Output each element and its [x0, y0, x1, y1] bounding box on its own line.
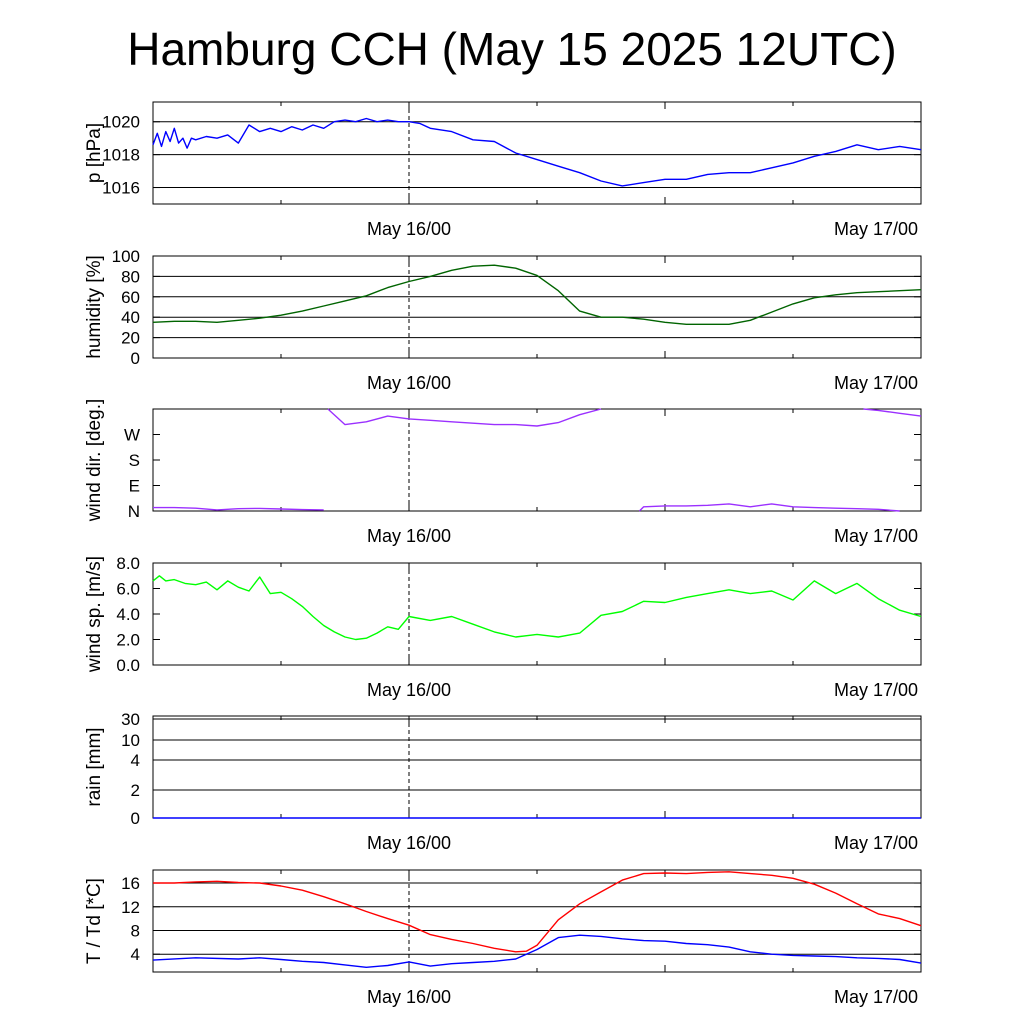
y-tick-label-humidity-2: 40: [121, 308, 140, 327]
y-axis-label-windspeed: wind sp. [m/s]: [84, 556, 105, 673]
chart-title: Hamburg CCH (May 15 2025 12UTC): [127, 23, 897, 75]
series-line-winddir-3: [863, 408, 922, 417]
series-line-pressure-0: [152, 117, 922, 187]
y-tick-label-humidity-5: 100: [112, 247, 140, 266]
plot-frame-rain: [152, 715, 922, 819]
x-tick-label-humidity-1: May 17/00: [834, 373, 918, 393]
y-axis-label-pressure: p [hPa]: [84, 123, 105, 183]
y-tick-label-pressure-1: 1018: [102, 146, 140, 165]
y-tick-label-temperature-0: 4: [131, 945, 140, 964]
y-tick-label-rain-0: 0: [131, 809, 140, 828]
y-tick-label-windspeed-2: 4.0: [116, 605, 140, 624]
y-tick-label-windspeed-4: 8.0: [116, 554, 140, 573]
y-tick-label-winddir-2: S: [129, 451, 140, 470]
y-tick-label-rain-3: 10: [121, 731, 140, 750]
y-tick-label-winddir-3: W: [124, 426, 140, 445]
x-tick-label-pressure-0: May 16/00: [367, 219, 451, 239]
x-tick-label-temperature-1: May 17/00: [834, 987, 918, 1007]
y-tick-label-rain-4: 30: [121, 710, 140, 729]
y-tick-label-humidity-1: 20: [121, 329, 140, 348]
y-tick-label-temperature-2: 12: [121, 898, 140, 917]
x-tick-label-rain-0: May 16/00: [367, 833, 451, 853]
y-tick-label-pressure-2: 1020: [102, 113, 140, 132]
series-line-humidity-0: [152, 264, 922, 325]
plot-frame-winddir: [152, 408, 922, 512]
y-tick-label-rain-1: 2: [131, 781, 140, 800]
y-tick-label-winddir-0: N: [128, 502, 140, 521]
y-tick-label-humidity-3: 60: [121, 288, 140, 307]
panel-temperature: 4 8 12 16 T / Td [*C] May 16/00 May 17/00: [84, 869, 922, 1007]
x-tick-label-winddir-0: May 16/00: [367, 526, 451, 546]
y-tick-label-winddir-1: E: [129, 477, 140, 496]
series-line-winddir-1: [327, 408, 602, 427]
y-tick-label-windspeed-1: 2.0: [116, 631, 140, 650]
y-tick-label-temperature-3: 16: [121, 874, 140, 893]
series-line-winddir-2: [638, 503, 900, 512]
x-tick-label-pressure-1: May 17/00: [834, 219, 918, 239]
y-axis-label-winddir: wind dir. [deg.]: [84, 399, 105, 523]
series-line-temperature-1: [152, 934, 922, 968]
y-axis-label-temperature: T / Td [*C]: [84, 878, 105, 964]
y-tick-label-humidity-4: 80: [121, 267, 140, 286]
series-line-temperature-0: [153, 871, 922, 953]
y-tick-label-pressure-0: 1016: [102, 179, 140, 198]
y-axis-label-rain: rain [mm]: [84, 727, 105, 806]
y-tick-label-humidity-0: 0: [131, 349, 140, 368]
panel-windspeed: 0.0 2.0 4.0 6.0 8.0 wind sp. [m/s] May 16/00 Ma…: [84, 554, 922, 700]
plot-frame-temperature: [152, 869, 922, 973]
x-tick-label-rain-1: May 17/00: [834, 833, 918, 853]
y-axis-label-humidity: humidity [%]: [84, 255, 105, 358]
y-tick-label-windspeed-3: 6.0: [116, 580, 140, 599]
plot-frame-humidity: [152, 255, 922, 359]
y-tick-label-windspeed-0: 0.0: [116, 656, 140, 675]
y-tick-label-temperature-1: 8: [131, 921, 140, 940]
plot-frame-pressure: [152, 101, 922, 205]
y-tick-label-rain-2: 4: [131, 751, 140, 770]
x-tick-label-winddir-1: May 17/00: [834, 526, 918, 546]
plot-frame-windspeed: [152, 562, 922, 666]
series-line-winddir-0: [153, 506, 324, 511]
x-tick-label-windspeed-1: May 17/00: [834, 680, 918, 700]
panel-rain: 0 2 410 30 rain [mm] May 16/00 May 17/00: [84, 710, 922, 853]
x-tick-label-temperature-0: May 16/00: [367, 987, 451, 1007]
x-tick-label-humidity-0: May 16/00: [367, 373, 451, 393]
x-tick-label-windspeed-0: May 16/00: [367, 680, 451, 700]
series-line-windspeed-0: [152, 575, 922, 641]
